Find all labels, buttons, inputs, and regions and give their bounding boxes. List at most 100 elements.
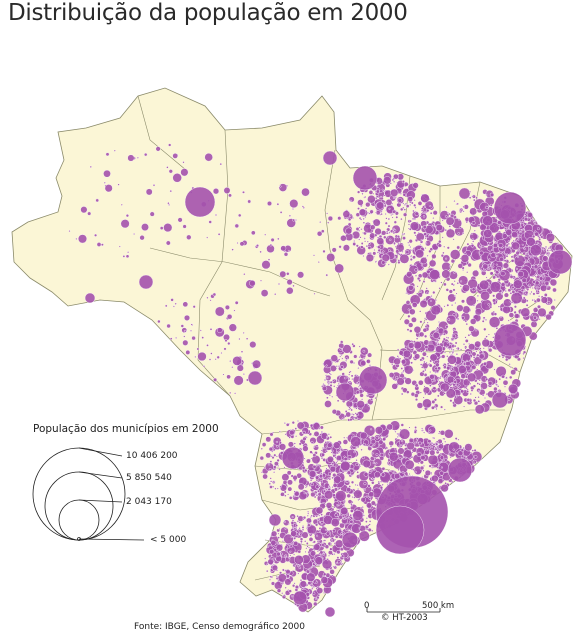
population-bubble: [327, 442, 333, 448]
population-bubble: [332, 483, 338, 488]
population-bubble: [470, 369, 473, 372]
population-bubble: [210, 352, 213, 355]
population-bubble: [511, 231, 518, 239]
population-bubble: [469, 333, 472, 336]
population-bubble: [270, 237, 275, 242]
population-bubble: [465, 295, 477, 307]
population-bubble: [527, 259, 530, 262]
population-bubble: [290, 536, 293, 539]
population-bubble: [438, 380, 441, 383]
population-bubble: [120, 203, 123, 206]
population-bubble: [104, 184, 113, 193]
population-bubble: [355, 227, 360, 231]
population-bubble: [219, 162, 223, 166]
population-bubble: [466, 242, 470, 246]
population-bubble: [487, 333, 490, 336]
population-bubble: [376, 251, 379, 254]
population-bubble: [267, 463, 271, 466]
population-bubble: [547, 249, 573, 275]
population-bubble: [397, 197, 403, 203]
population-bubble: [220, 352, 223, 355]
population-bubble: [427, 446, 431, 450]
population-bubble: [472, 240, 475, 243]
population-bubble: [490, 252, 497, 258]
population-bubble: [422, 327, 428, 333]
population-bubble: [438, 239, 442, 244]
population-bubble: [191, 335, 196, 341]
population-bubble: [387, 461, 392, 465]
population-bubble: [307, 581, 312, 586]
population-bubble: [500, 271, 506, 277]
population-bubble: [275, 575, 278, 578]
population-bubble: [424, 237, 427, 240]
population-bubble: [267, 258, 271, 261]
population-bubble: [95, 198, 99, 203]
population-bubble: [522, 219, 525, 222]
population-bubble: [449, 399, 453, 403]
population-bubble: [325, 273, 329, 277]
population-bubble: [449, 367, 452, 371]
population-bubble: [542, 275, 545, 278]
population-bubble: [488, 316, 501, 328]
population-bubble: [327, 441, 330, 444]
population-bubble: [393, 173, 399, 180]
population-bubble: [345, 528, 348, 531]
population-bubble: [332, 473, 337, 478]
population-bubble: [435, 224, 443, 232]
population-bubble: [314, 556, 323, 565]
population-bubble: [498, 377, 502, 381]
population-bubble: [353, 451, 356, 454]
population-bubble: [458, 384, 461, 387]
population-bubble: [508, 363, 511, 366]
population-bubble: [503, 298, 512, 308]
population-bubble: [455, 353, 458, 356]
population-bubble: [320, 576, 329, 584]
population-bubble: [471, 238, 474, 241]
population-bubble: [462, 269, 465, 272]
population-bubble: [447, 336, 450, 339]
population-bubble: [489, 305, 493, 309]
population-bubble: [386, 423, 394, 431]
population-bubble: [424, 200, 434, 210]
population-bubble: [367, 484, 371, 488]
population-bubble: [424, 325, 428, 328]
population-bubble: [422, 469, 425, 472]
population-bubble: [370, 488, 374, 492]
population-bubble: [425, 448, 428, 452]
population-bubble: [343, 517, 346, 520]
population-bubble: [447, 211, 450, 214]
population-bubble: [381, 472, 386, 477]
population-bubble: [483, 327, 487, 331]
population-bubble: [532, 219, 536, 222]
population-bubble: [393, 241, 396, 245]
population-bubble: [165, 240, 171, 246]
population-bubble: [359, 431, 368, 440]
population-bubble: [388, 231, 391, 234]
population-bubble: [444, 228, 447, 232]
population-bubble: [410, 392, 416, 397]
population-bubble: [354, 483, 357, 486]
population-bubble: [513, 279, 523, 289]
population-bubble: [317, 464, 320, 467]
population-bubble: [194, 355, 197, 358]
population-bubble: [492, 310, 495, 314]
population-bubble: [316, 534, 319, 537]
population-bubble: [242, 190, 245, 194]
scale-end-label: 500 km: [422, 601, 455, 611]
population-bubble: [502, 379, 509, 386]
population-bubble: [387, 263, 390, 266]
population-bubble: [269, 549, 275, 555]
population-bubble: [358, 238, 361, 241]
population-bubble: [462, 210, 465, 213]
population-bubble: [501, 374, 505, 379]
population-bubble: [323, 572, 327, 576]
population-bubble: [436, 449, 439, 452]
legend-value-2: 5 850 540: [126, 473, 172, 483]
population-bubble: [293, 527, 297, 530]
population-bubble: [149, 211, 155, 217]
population-bubble: [375, 453, 379, 456]
population-bubble: [269, 243, 273, 247]
population-bubble: [175, 336, 178, 339]
population-bubble: [367, 524, 370, 527]
population-bubble: [381, 230, 387, 236]
